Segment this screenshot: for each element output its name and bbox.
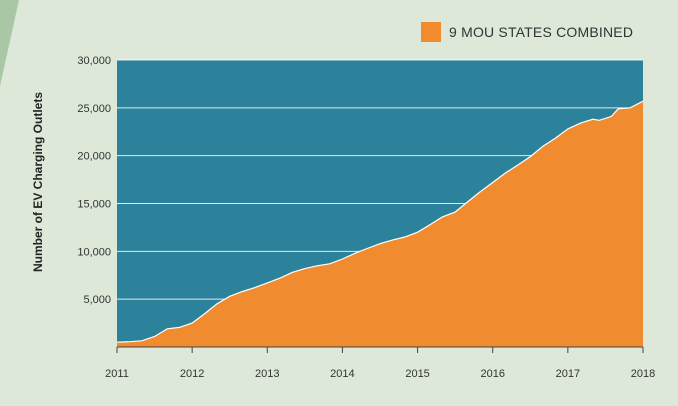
y-tick-label: 20,000 xyxy=(77,151,111,163)
x-tick-label: 2016 xyxy=(480,368,504,380)
x-tick-label: 2018 xyxy=(631,368,655,380)
decorative-corner-shape xyxy=(0,0,19,86)
x-tick-label: 2017 xyxy=(556,368,580,380)
y-axis-ticks: 5,000 10,000 15,000 20,000 25,000 30,000 xyxy=(77,55,111,306)
area-series-edge xyxy=(116,100,644,343)
x-tick-label: 2013 xyxy=(255,368,279,380)
y-tick-label: 10,000 xyxy=(77,246,111,258)
legend: 9 MOU STATES COMBINED xyxy=(421,22,633,42)
legend-label: 9 MOU STATES COMBINED xyxy=(449,24,634,40)
y-tick-label: 15,000 xyxy=(77,199,111,211)
y-tick-label: 30,000 xyxy=(77,55,111,67)
x-tick-label: 2012 xyxy=(180,368,204,380)
y-tick-label: 5,000 xyxy=(83,294,111,306)
x-tick-label: 2014 xyxy=(330,368,354,380)
legend-swatch xyxy=(421,22,441,42)
x-tick-label: 2015 xyxy=(405,368,429,380)
x-axis-ticks: 2011 2012 2013 2014 2015 2016 2017 2018 xyxy=(105,347,655,380)
y-tick-label: 25,000 xyxy=(77,103,111,115)
area-series-9-mou-states xyxy=(117,101,643,347)
x-tick-label: 2011 xyxy=(105,368,129,380)
